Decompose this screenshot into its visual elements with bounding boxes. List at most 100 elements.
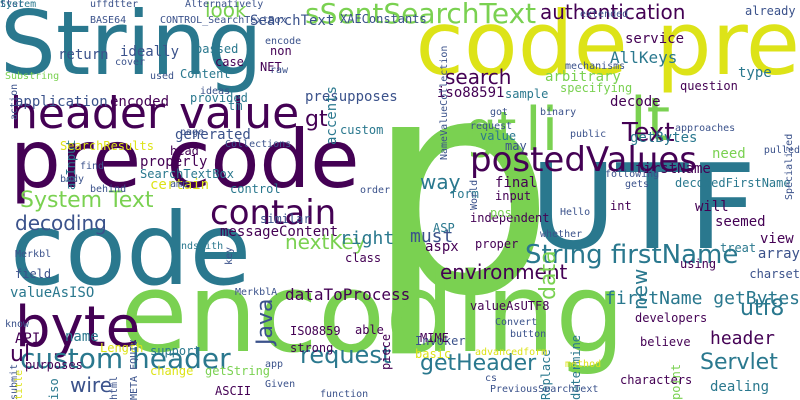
word-arbitrary: arbitrary [545,69,621,85]
word-look: look [205,0,247,22]
word-treat: treat [720,241,757,255]
word-iso8859: ISO8859 [290,324,341,338]
word-certain: certain [150,177,210,193]
word-function: function [320,389,369,400]
word-convert: Convert [495,317,538,328]
word-binary: binary [540,107,577,118]
word-p: p [365,13,556,362]
word-encoding: encoding [120,249,626,377]
word-cs: cs [485,373,498,384]
word-datatoprocess: dataToProcess [285,285,411,304]
word-generated: generated [175,127,251,143]
word-code: code [10,191,252,308]
word-characters: characters [620,373,693,387]
word-iso88591: iso88591 [437,85,505,101]
word-field: field [15,267,52,281]
word-body: body [60,174,85,185]
word-uffdtter: uffdtter [90,0,139,10]
word-question: question [680,79,738,93]
word-application: application [15,94,108,110]
word-case: case [215,55,244,69]
word-string-firstname: String firstName [525,240,739,270]
word-substring: Substring [5,71,60,82]
word-invoker: Invoker [415,334,466,348]
word-value: value [480,129,517,143]
word-control: control [230,182,281,196]
word-type: type [738,65,772,81]
word-action: action [9,83,20,120]
word-know: know [5,319,30,330]
word-ideas: ideas [200,86,231,97]
word-amp: amp [170,179,189,190]
word-using: using [680,257,717,271]
word-must: must [410,226,454,247]
word-alternatively: Alternatively [185,0,264,10]
word-string: String [0,0,263,95]
word-firstname: firstName [635,161,711,177]
word-accents: accents [324,85,340,145]
word-contain: contain [210,193,337,233]
word-authentication: authentication [540,0,686,24]
word-passed: passed [195,42,239,56]
word-encoded: encoded [110,94,170,110]
word-pre-code: pre code [10,113,360,206]
word-base64: BASE64 [90,15,127,26]
word-head: head [170,144,199,158]
word-hello: Hello [560,207,591,218]
word-input: input [495,189,532,203]
word-already: already [745,4,796,18]
word-got: got [490,107,509,118]
word-raw: raw [270,65,289,76]
word-return: return [58,47,109,63]
word-ssentsearchtext: sSentSearchText [305,0,537,30]
word-utf8: utf8 [740,296,785,321]
word-presupposes: presupposes [305,89,398,105]
word-pulled: pulled [763,145,800,156]
word-collections: Collections [225,139,292,150]
word-dealing: dealing [710,379,770,395]
word-non: non [270,44,292,58]
word-decodedfirstname: decodedFirstName [675,176,791,190]
word-app: app [265,359,284,370]
word-specifying: specifying [560,81,633,95]
word-namevaluecollection: NameValueCollection [439,45,450,160]
word-independent: independent [470,211,550,225]
word-given: Given [265,379,296,390]
word-strong: strong [290,341,334,355]
word-data: data [536,250,561,300]
word-support: support [150,344,201,358]
word-used: used [150,71,175,82]
word-method: method [565,359,602,370]
word-byte: byte [15,295,141,360]
word-servlet: Servlet [700,350,778,375]
word-nextkey: nextKey [285,230,366,254]
word-asp: ASP [433,221,455,235]
word-ul: ul [10,342,31,367]
word-system: System [0,0,37,10]
word-button: button [510,329,547,340]
word-length: Length [100,341,144,355]
word-valueasutf8: valueAsUTF8 [470,299,550,313]
word-decode: decode [610,94,661,110]
word-merkbla: MerkblA [235,287,278,298]
word-postedvalues: postedValues [470,140,698,180]
word-getbytes: getBytes [630,130,698,146]
word-behind: behind [90,184,127,195]
word-getstring: getString [205,364,271,378]
word-header: header [710,328,776,349]
word-request: request [470,121,513,132]
word-similar: similar [260,212,311,226]
word-decoding: decoding [15,211,107,235]
word-following: following [605,169,660,180]
word-code-pre: code pre [415,0,800,95]
word-title: title [14,369,25,400]
word-header-value: header value [10,88,300,139]
word-li: li [525,95,559,165]
word-sample: sample [505,87,549,101]
word-extended: extended [580,9,629,20]
word-custom: custom [340,123,384,137]
word-developers: developers [635,311,708,325]
word-class: class [345,251,382,265]
word-change: change [150,364,194,378]
word-search: search [445,65,512,89]
